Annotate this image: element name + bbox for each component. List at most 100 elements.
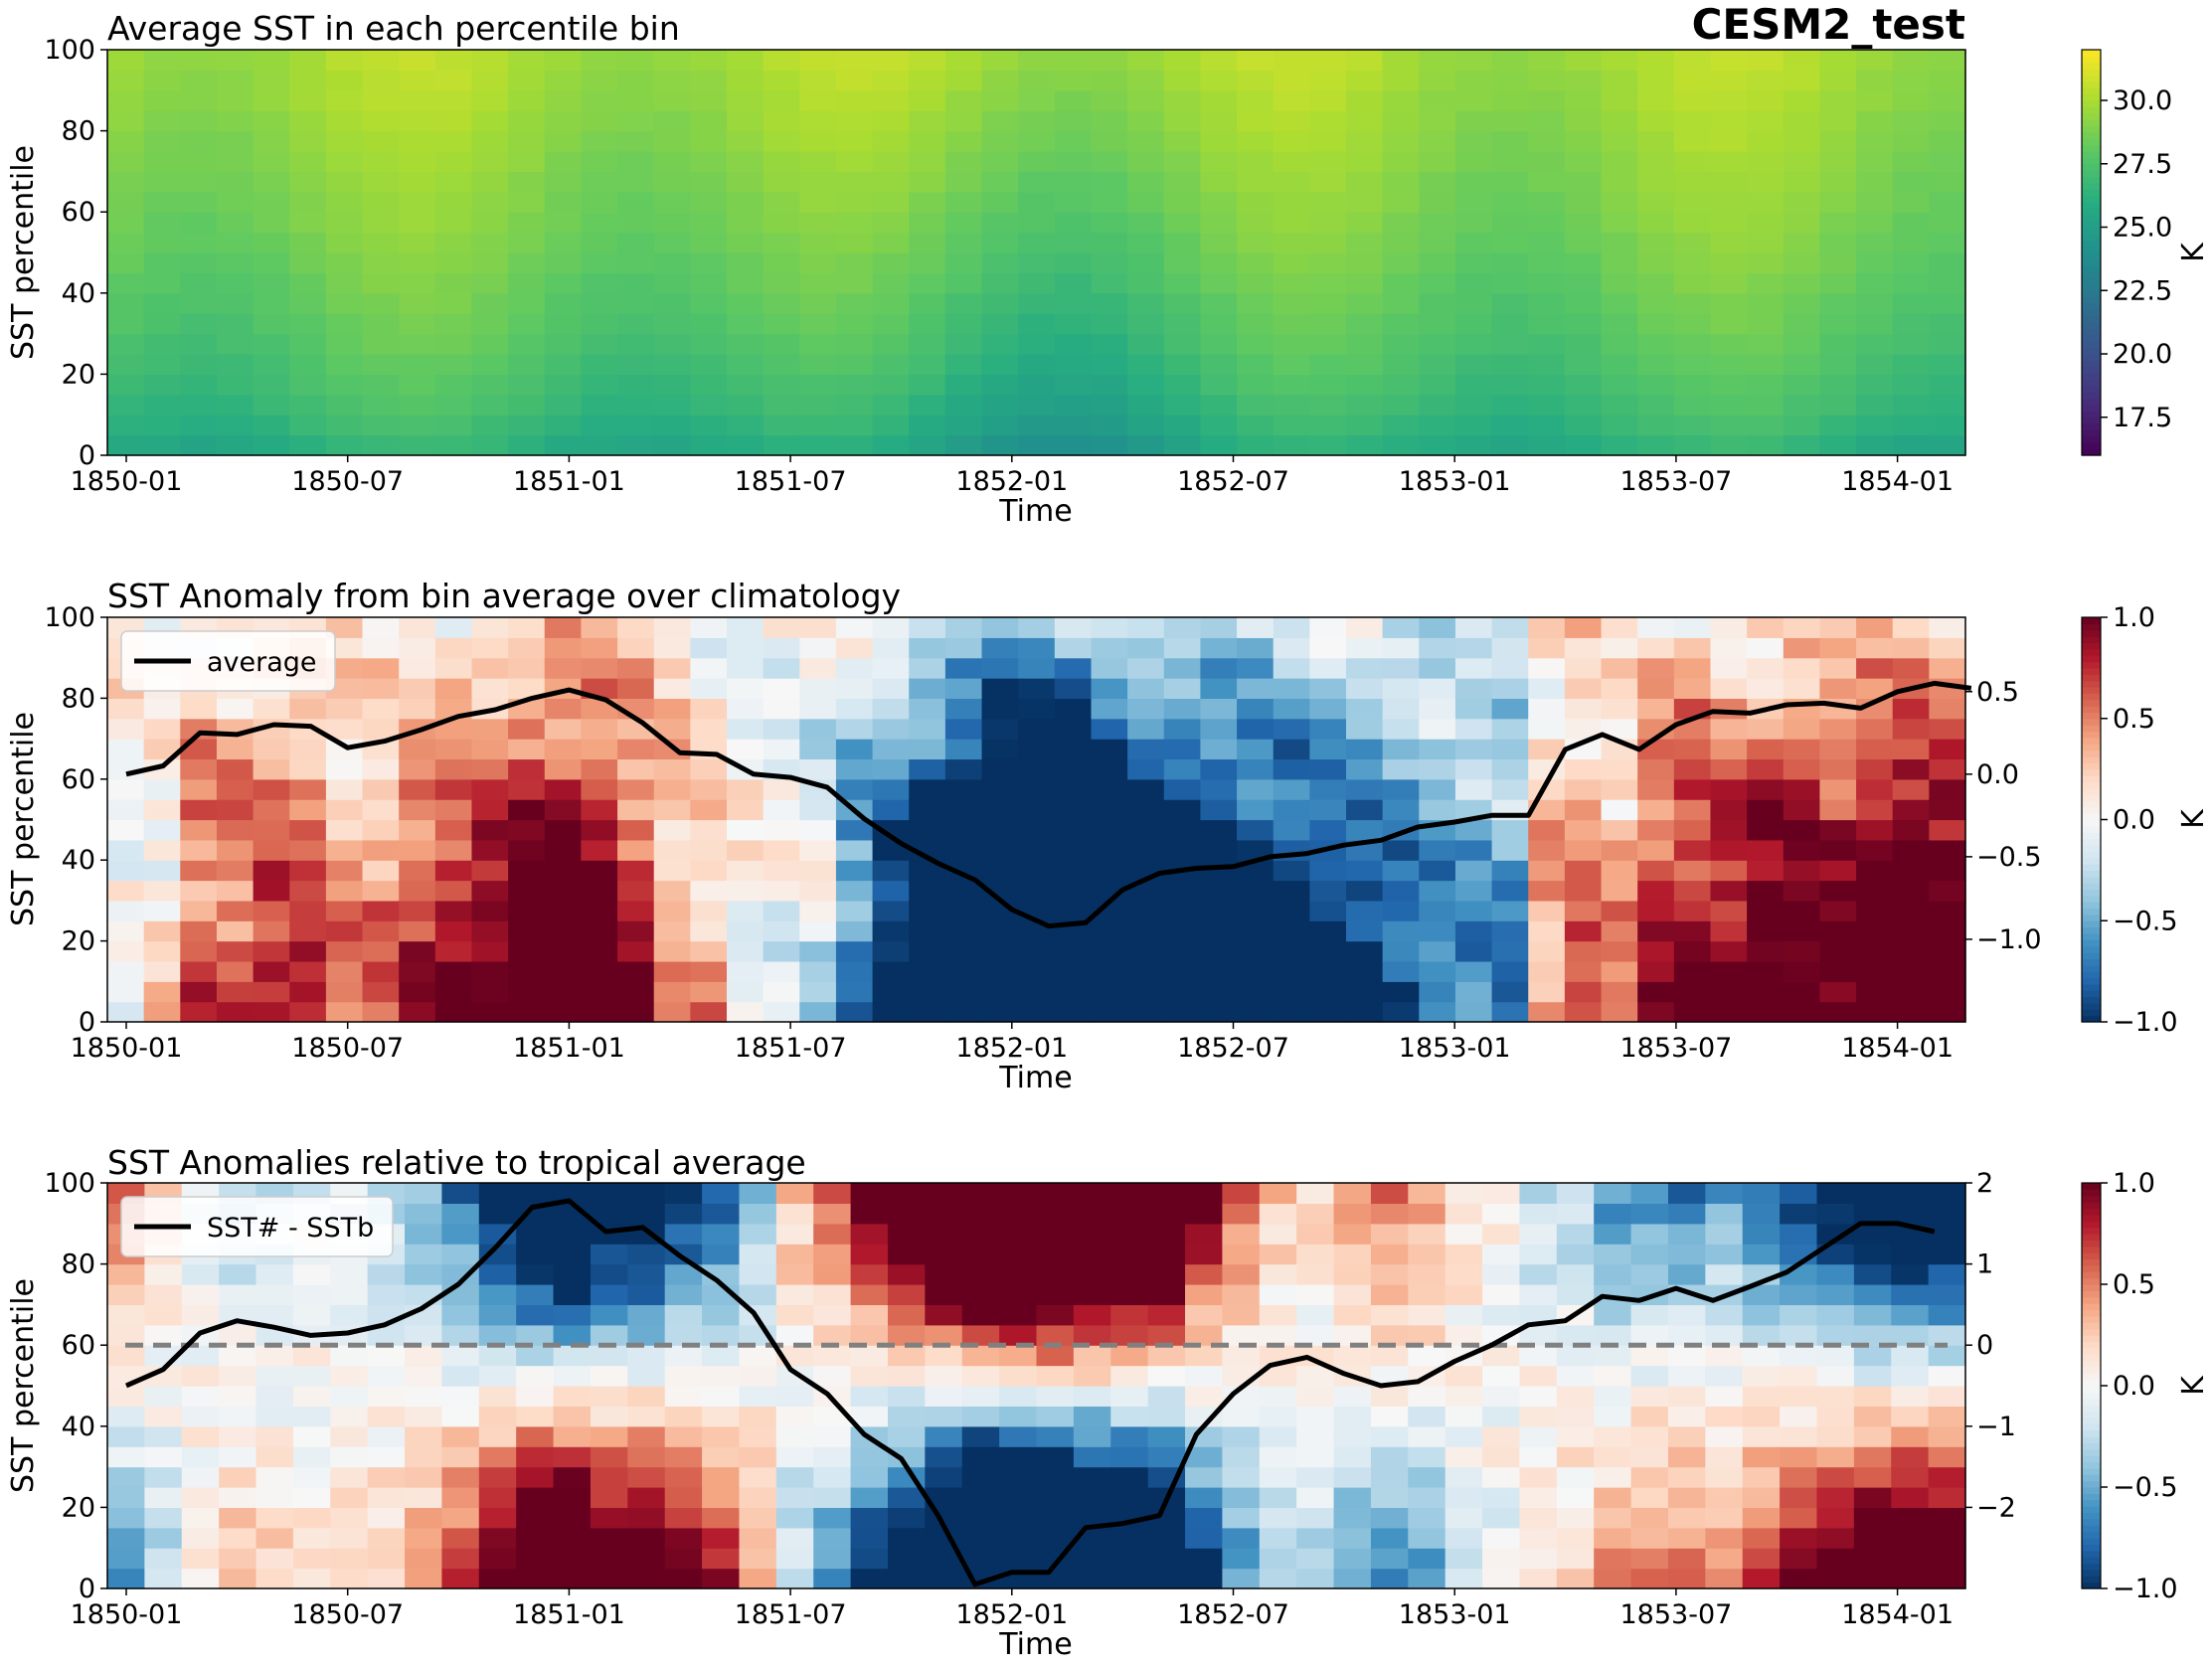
- heatmap-cell: [219, 1507, 257, 1529]
- colorbar-swatch: [2082, 1264, 2101, 1272]
- heatmap-cell: [1054, 110, 1093, 132]
- heatmap-cell: [653, 130, 691, 152]
- heatmap-cell: [441, 1223, 480, 1245]
- colorbar-swatch: [2082, 1284, 2101, 1291]
- heatmap-cell: [1929, 333, 1966, 355]
- heatmap-cell: [1637, 89, 1675, 111]
- heatmap-cell: [1601, 354, 1638, 375]
- heatmap-cell: [1309, 678, 1347, 699]
- heatmap-cell: [944, 374, 983, 396]
- heatmap-cell: [835, 354, 874, 375]
- heatmap-cell: [653, 171, 691, 193]
- heatmap-cell: [544, 778, 583, 800]
- heatmap-cell: [1200, 940, 1238, 962]
- heatmap-cell: [1816, 1183, 1855, 1204]
- heatmap-cell: [727, 739, 765, 760]
- heatmap-cell: [1296, 1244, 1335, 1265]
- heatmap-cell: [330, 1568, 369, 1589]
- panel-2-right-ticks: −1.0−0.50.00.5: [1965, 677, 2042, 955]
- heatmap-cell: [1528, 739, 1566, 760]
- heatmap-cell: [1519, 1527, 1558, 1549]
- heatmap-cell: [1637, 981, 1675, 1003]
- heatmap-cell: [1929, 637, 1966, 659]
- heatmap-cell: [1382, 70, 1420, 91]
- heatmap-cell: [835, 900, 874, 921]
- heatmap-cell: [1491, 880, 1529, 902]
- heatmap-cell: [1309, 637, 1347, 659]
- heatmap-cell: [1819, 617, 1857, 638]
- heatmap-cell: [1091, 920, 1128, 942]
- panel-2-ylabel: SST percentile: [6, 712, 41, 926]
- heatmap-cell: [1382, 252, 1420, 273]
- heatmap-cell: [1667, 1548, 1706, 1570]
- heatmap-cell: [1333, 1223, 1372, 1245]
- heatmap-cell: [1200, 130, 1238, 152]
- heatmap-cell: [1054, 678, 1093, 699]
- colorbar-swatch: [2082, 227, 2101, 235]
- colorbar-swatch: [2082, 1277, 2101, 1285]
- heatmap-cell: [1127, 130, 1165, 152]
- heatmap-cell: [1200, 394, 1238, 416]
- colorbar-tick-label: −1.0: [2113, 1007, 2178, 1038]
- heatmap-cell: [1742, 1365, 1781, 1387]
- heatmap-cell: [1564, 171, 1603, 193]
- colorbar-swatch: [2082, 1315, 2101, 1323]
- heatmap-cell: [1891, 1507, 1930, 1529]
- heatmap-cell: [1564, 434, 1603, 456]
- heatmap-cell: [1637, 698, 1675, 720]
- heatmap-cell: [1018, 232, 1056, 253]
- heatmap-cell: [1929, 981, 1966, 1003]
- heatmap-cell: [1200, 678, 1238, 699]
- heatmap-cell: [1630, 1263, 1669, 1285]
- heatmap-cell: [813, 1466, 852, 1488]
- heatmap-cell: [1419, 232, 1456, 253]
- heatmap-cell: [763, 678, 800, 699]
- heatmap-cell: [887, 1183, 926, 1204]
- heatmap-cell: [1705, 1324, 1744, 1346]
- heatmap-cell: [909, 70, 946, 91]
- colorbar-swatch: [2082, 870, 2101, 878]
- heatmap-cell: [1110, 1223, 1149, 1245]
- heatmap-cell: [1673, 151, 1712, 172]
- heatmap-cell: [1929, 130, 1966, 152]
- heatmap-cell: [1747, 778, 1785, 800]
- heatmap-cell: [617, 657, 655, 679]
- heatmap-cell: [581, 70, 618, 91]
- heatmap-cell: [1710, 130, 1748, 152]
- heatmap-cell: [1819, 739, 1857, 760]
- heatmap-cell: [1892, 89, 1930, 111]
- heatmap-cell: [289, 171, 327, 193]
- heatmap-cell: [1929, 89, 1966, 111]
- y-tick-label: 80: [62, 1250, 95, 1280]
- heatmap-cell: [434, 333, 473, 355]
- heatmap-cell: [362, 89, 400, 111]
- heatmap-cell: [1408, 1466, 1446, 1488]
- heatmap-cell: [617, 333, 655, 355]
- heatmap-cell: [1630, 1446, 1669, 1468]
- heatmap-cell: [1382, 89, 1420, 111]
- heatmap-cell: [144, 1304, 183, 1326]
- heatmap-cell: [1445, 1183, 1483, 1204]
- heatmap-cell: [1346, 617, 1384, 638]
- heatmap-cell: [1491, 374, 1529, 396]
- heatmap-cell: [1163, 920, 1202, 942]
- heatmap-cell: [872, 313, 910, 335]
- heatmap-cell: [1237, 678, 1275, 699]
- heatmap-cell: [1370, 1223, 1409, 1245]
- heatmap-cell: [1091, 232, 1128, 253]
- heatmap-cell: [399, 940, 436, 962]
- heatmap-cell: [664, 1548, 703, 1570]
- heatmap-cell: [107, 130, 145, 152]
- heatmap-cell: [1929, 1001, 1966, 1023]
- heatmap-cell: [850, 1324, 889, 1346]
- heatmap-cell: [1673, 292, 1712, 314]
- heatmap-cell: [981, 657, 1019, 679]
- heatmap-cell: [690, 1001, 728, 1023]
- heatmap-cell: [653, 758, 691, 780]
- heatmap-cell: [362, 130, 400, 152]
- heatmap-cell: [799, 252, 837, 273]
- heatmap-cell: [1036, 1365, 1075, 1387]
- heatmap-cell: [813, 1183, 852, 1204]
- heatmap-cell: [325, 799, 364, 821]
